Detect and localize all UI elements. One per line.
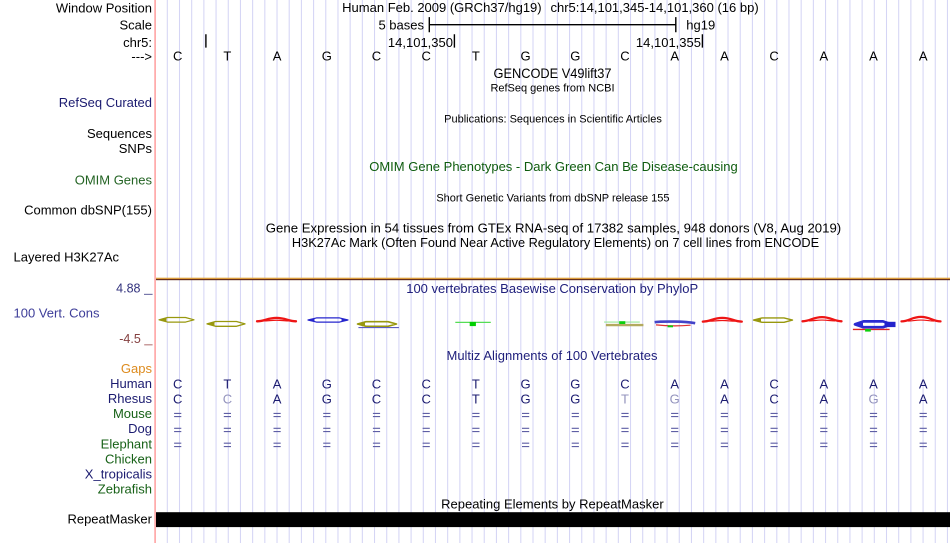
svg-text:Publications: Sequences in Sci: Publications: Sequences in Scientific Ar…	[444, 113, 662, 125]
svg-text:GENCODE V49lift37: GENCODE V49lift37	[494, 65, 612, 81]
svg-text:A: A	[819, 391, 828, 406]
svg-text:OMIM Gene Phenotypes - Dark Gr: OMIM Gene Phenotypes - Dark Green Can Be…	[369, 159, 738, 174]
svg-text:14,101,350: 14,101,350	[388, 35, 453, 50]
svg-text:chr5:: chr5:	[123, 35, 152, 50]
svg-text:G: G	[670, 391, 680, 406]
svg-text:C: C	[372, 391, 381, 406]
svg-text:X_tropicalis: X_tropicalis	[85, 466, 153, 481]
svg-text:A: A	[273, 49, 282, 64]
svg-text:Scale: Scale	[119, 18, 152, 33]
svg-text:A: A	[720, 376, 729, 391]
svg-text:T: T	[472, 391, 480, 406]
svg-text:Human: Human	[110, 376, 152, 391]
svg-text:Rhesus: Rhesus	[108, 391, 153, 406]
svg-text:Repeating Elements by RepeatMa: Repeating Elements by RepeatMasker	[441, 497, 664, 512]
svg-text:C: C	[769, 391, 778, 406]
svg-text:A: A	[273, 391, 282, 406]
svg-text:Short Genetic Variants from db: Short Genetic Variants from dbSNP releas…	[436, 193, 669, 205]
svg-text:A: A	[720, 391, 729, 406]
svg-text:C: C	[769, 376, 778, 391]
svg-text:A: A	[869, 376, 878, 391]
svg-text:Layered H3K27Ac: Layered H3K27Ac	[14, 250, 120, 265]
svg-text:T: T	[472, 376, 480, 391]
svg-text:14,101,355: 14,101,355	[636, 35, 701, 50]
svg-text:A: A	[819, 49, 828, 64]
svg-text:-4.5: -4.5	[119, 332, 141, 346]
svg-text:RefSeq genes from NCBI: RefSeq genes from NCBI	[490, 83, 614, 95]
svg-text:C: C	[422, 391, 431, 406]
svg-text:Mouse: Mouse	[113, 406, 152, 421]
svg-text:A: A	[670, 49, 679, 64]
svg-text:RefSeq Curated: RefSeq Curated	[59, 95, 152, 110]
svg-text:Sequences: Sequences	[87, 126, 153, 141]
svg-text:A: A	[919, 391, 928, 406]
svg-text:A: A	[919, 49, 928, 64]
svg-text:T: T	[621, 391, 629, 406]
svg-text:hg19: hg19	[686, 18, 715, 33]
svg-text:A: A	[919, 376, 928, 391]
svg-text:C: C	[769, 49, 778, 64]
svg-text:C: C	[422, 49, 431, 64]
svg-text:C: C	[422, 376, 431, 391]
svg-text:Human Feb. 2009 (GRCh37/hg19): Human Feb. 2009 (GRCh37/hg19)	[342, 0, 541, 15]
svg-text:5 bases: 5 bases	[378, 18, 424, 33]
svg-text:C: C	[620, 376, 629, 391]
svg-text:A: A	[670, 376, 679, 391]
svg-text:C: C	[173, 376, 182, 391]
svg-text:H3K27Ac Mark (Often Found Near: H3K27Ac Mark (Often Found Near Active Re…	[292, 235, 819, 250]
svg-text:100 Vert. Cons: 100 Vert. Cons	[14, 305, 100, 320]
svg-text:Chicken: Chicken	[105, 451, 152, 466]
svg-text:Dog: Dog	[128, 421, 152, 436]
svg-text:A: A	[819, 376, 828, 391]
svg-text:G: G	[322, 391, 332, 406]
svg-text:G: G	[322, 49, 332, 64]
svg-text:G: G	[521, 391, 531, 406]
svg-text:Zebrafish: Zebrafish	[98, 482, 152, 497]
svg-text:A: A	[720, 49, 729, 64]
svg-text:Elephant: Elephant	[101, 436, 153, 451]
svg-text:RepeatMasker: RepeatMasker	[67, 511, 152, 526]
svg-text:Gene Expression in 54 tissues: Gene Expression in 54 tissues from GTEx …	[266, 220, 841, 235]
svg-text:C: C	[173, 391, 182, 406]
svg-text:G: G	[570, 391, 580, 406]
svg-text:100 vertebrates Basewise Conse: 100 vertebrates Basewise Conservation by…	[406, 281, 698, 296]
svg-text:G: G	[570, 376, 580, 391]
svg-text:G: G	[868, 391, 878, 406]
svg-text:C: C	[372, 49, 381, 64]
svg-text:G: G	[322, 376, 332, 391]
svg-text:Gaps: Gaps	[121, 361, 153, 376]
svg-text:Common dbSNP(155): Common dbSNP(155)	[24, 203, 152, 218]
svg-text:G: G	[521, 376, 531, 391]
svg-text:T: T	[223, 376, 231, 391]
svg-text:Multiz Alignments of 100 Verte: Multiz Alignments of 100 Vertebrates	[446, 348, 658, 363]
svg-text:C: C	[372, 376, 381, 391]
svg-text:chr5:14,101,345-14,101,360 (16: chr5:14,101,345-14,101,360 (16 bp)	[551, 0, 759, 15]
svg-text:C: C	[173, 49, 182, 64]
svg-text:OMIM Genes: OMIM Genes	[75, 173, 153, 188]
svg-text:C: C	[223, 391, 232, 406]
svg-text:Window Position: Window Position	[56, 1, 152, 16]
svg-text:G: G	[570, 49, 580, 64]
svg-text:T: T	[472, 49, 480, 64]
svg-text:A: A	[869, 49, 878, 64]
svg-text:SNPs: SNPs	[119, 141, 153, 156]
svg-text:C: C	[620, 49, 629, 64]
svg-text:G: G	[521, 49, 531, 64]
svg-text:T: T	[223, 49, 231, 64]
svg-text:A: A	[273, 376, 282, 391]
svg-text:--->: --->	[131, 49, 152, 64]
svg-text:4.88: 4.88	[116, 282, 140, 296]
